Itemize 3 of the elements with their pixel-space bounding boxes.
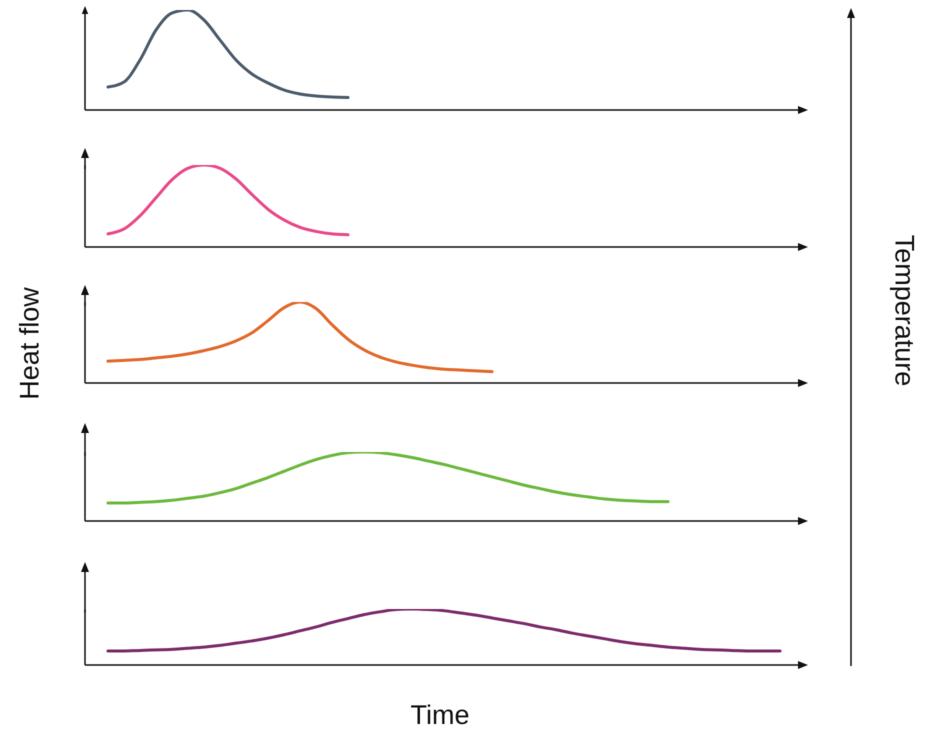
x-axis-title: Time: [410, 700, 470, 731]
y-axis-title: Heat flow: [14, 286, 46, 402]
text: Temperature: [888, 234, 920, 388]
